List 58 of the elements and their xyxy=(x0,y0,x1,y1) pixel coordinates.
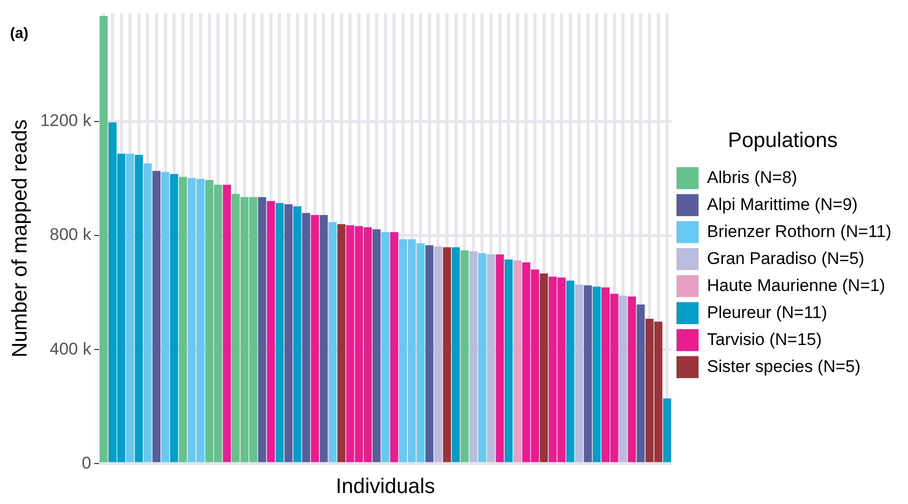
bar xyxy=(540,273,548,462)
bar xyxy=(276,203,284,462)
bar xyxy=(284,204,293,462)
legend-label: Pleureur (N=11) xyxy=(707,302,828,322)
bar xyxy=(161,172,170,462)
legend-title: Populations xyxy=(728,129,838,152)
y-tick-label: 400 k xyxy=(50,339,92,358)
bar xyxy=(504,259,513,462)
bar xyxy=(636,304,645,462)
bar xyxy=(178,176,187,462)
bar xyxy=(381,232,390,462)
bar xyxy=(320,215,328,462)
bar xyxy=(513,260,522,462)
legend-label: Brienzer Rothorn (N=11) xyxy=(707,222,892,241)
bar xyxy=(372,229,381,462)
bar xyxy=(170,174,178,462)
bar xyxy=(100,16,108,462)
text: (a) xyxy=(10,25,28,42)
bar xyxy=(144,163,152,462)
legend-label: Sister species (N=5) xyxy=(707,356,861,376)
bar xyxy=(390,232,398,462)
bar xyxy=(434,246,442,462)
bar xyxy=(478,253,486,462)
bar xyxy=(425,245,434,462)
legend-label: Alpi Marittime (N=9) xyxy=(707,194,858,214)
bar xyxy=(222,184,231,462)
bar xyxy=(584,285,592,462)
bar xyxy=(266,201,275,462)
bar xyxy=(619,296,628,462)
bar xyxy=(126,154,134,462)
y-tick-label: 800 k xyxy=(50,225,92,244)
bar xyxy=(592,286,601,462)
bar xyxy=(486,254,496,462)
legend-label: Albris (N=8) xyxy=(707,168,798,187)
bar xyxy=(452,247,460,462)
bar xyxy=(134,154,143,462)
bar xyxy=(258,197,266,462)
y-axis-title: Number of mapped reads xyxy=(8,119,32,358)
bar xyxy=(575,284,584,462)
bar xyxy=(460,250,469,462)
legend-label: Haute Maurienne (N=1) xyxy=(707,276,886,295)
y-tick-label: 0 xyxy=(82,453,92,472)
bar xyxy=(302,213,310,462)
legend-label: Gran Paradiso (N=5) xyxy=(707,248,864,268)
y-tick-label: 1200 k xyxy=(40,111,92,130)
bar xyxy=(628,296,636,462)
bar xyxy=(310,215,319,462)
bar xyxy=(663,398,672,462)
bar xyxy=(328,222,337,462)
bar xyxy=(566,280,574,462)
legend-label: Tarvisio (N=15) xyxy=(707,330,822,349)
bar xyxy=(152,170,161,462)
bar xyxy=(442,247,452,462)
bar xyxy=(293,206,302,462)
bar xyxy=(469,251,478,462)
bar xyxy=(496,254,504,462)
x-axis-title: Individuals xyxy=(336,475,435,498)
bar xyxy=(337,224,346,462)
